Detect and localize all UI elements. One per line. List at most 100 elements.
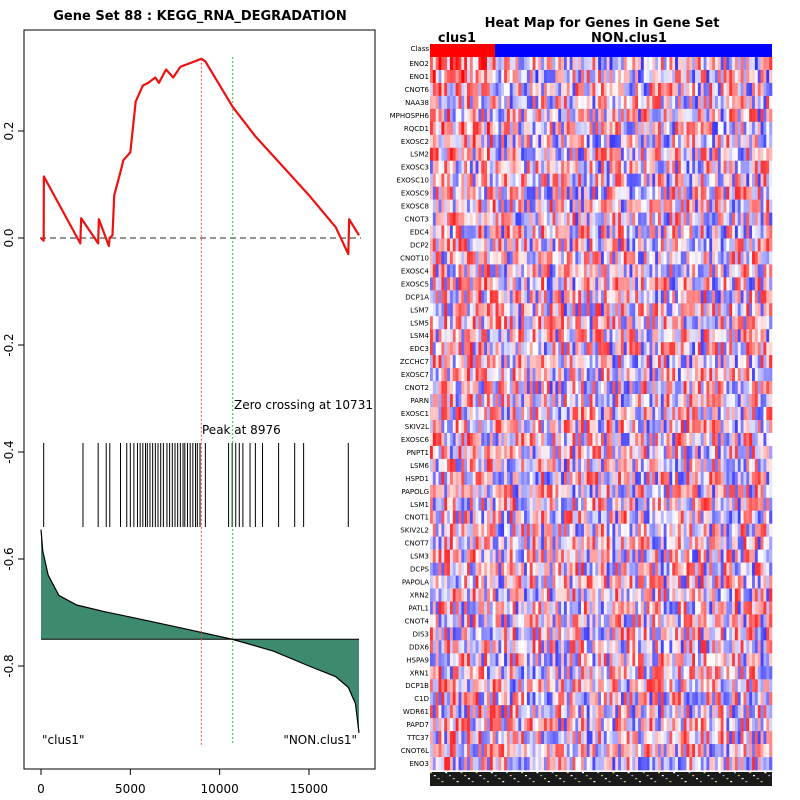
heatmap-cell [695, 445, 699, 460]
heatmap-cell [558, 484, 562, 499]
heatmap-cell [592, 57, 596, 71]
heatmap-cell [675, 368, 679, 382]
heatmap-cell [563, 238, 568, 252]
heatmap-cell [752, 316, 756, 330]
heatmap-cell [586, 95, 590, 110]
heatmap-cell [441, 445, 445, 460]
heatmap-cell [504, 368, 508, 382]
heatmap-cell [766, 160, 770, 174]
heatmap-cell [769, 394, 773, 408]
heatmap-cell [501, 108, 505, 123]
heatmap-cell [677, 147, 682, 162]
heatmap-cell [501, 303, 505, 317]
heatmap-cell [475, 147, 479, 162]
heatmap-cell [752, 199, 756, 213]
heatmap-cell [469, 536, 474, 550]
heatmap-cell [643, 290, 647, 304]
heatmap-cell [626, 342, 630, 356]
heatmap-cell [458, 173, 462, 187]
heatmap-cell [703, 147, 707, 162]
heatmap-cell [492, 121, 496, 136]
heatmap-cell [754, 523, 759, 537]
heatmap-cell [449, 381, 454, 395]
heatmap-cell [598, 419, 602, 434]
heatmap-cell [666, 368, 670, 382]
heatmap-cell [609, 342, 613, 356]
heatmap-cell [757, 264, 761, 278]
heatmap-cell [638, 368, 642, 382]
heatmap-cell [683, 342, 687, 356]
heatmap-cell [578, 173, 582, 187]
heatmap-cell [487, 264, 491, 278]
heatmap-cell [623, 445, 627, 460]
heatmap-cell [598, 536, 602, 550]
heatmap-cell [669, 147, 673, 162]
heatmap-cell [754, 173, 759, 187]
heatmap-cell [566, 147, 570, 162]
heatmap-cell [549, 95, 553, 110]
heatmap-cell [655, 471, 659, 486]
heatmap-cell [601, 108, 605, 123]
heatmap-cell [643, 186, 647, 200]
heatmap-cell [703, 342, 707, 356]
heatmap-cell [703, 381, 707, 395]
heatmap-cell [629, 108, 633, 123]
heatmap-cell [569, 549, 573, 563]
enrichment-score-curve [40, 57, 360, 256]
heatmap-cell [626, 510, 630, 524]
heatmap-cell [655, 394, 659, 408]
heatmap-cell [484, 549, 488, 563]
heatmap-cell [581, 381, 585, 395]
heatmap-cell [609, 549, 613, 563]
heatmap-cell [734, 562, 739, 576]
heatmap-cell [461, 329, 465, 343]
heatmap-cell [566, 212, 570, 226]
heatmap-cell [749, 186, 753, 200]
heatmap-cell [720, 57, 724, 71]
heatmap-cell [618, 394, 622, 408]
heatmap-cell [746, 381, 750, 395]
heatmap-cell [663, 394, 667, 408]
heatmap-cell [498, 277, 502, 291]
heatmap-cell [526, 225, 531, 239]
heatmap-cell [686, 523, 690, 537]
heatmap-cell [524, 108, 528, 123]
heatmap-cell [618, 471, 622, 486]
heatmap-cell [689, 342, 693, 356]
heatmap-cell [495, 134, 499, 149]
heatmap-cell [703, 199, 707, 213]
heatmap-cell [492, 82, 496, 97]
heatmap-cell [712, 82, 716, 97]
heatmap-cell [447, 329, 451, 343]
heatmap-cell [447, 549, 451, 563]
heatmap-cell [538, 510, 542, 524]
heatmap-cell [737, 108, 741, 123]
heatmap-cell [569, 355, 573, 369]
heatmap-cell [692, 277, 696, 291]
heatmap-cell [626, 82, 630, 97]
heatmap-cell [532, 173, 536, 187]
heatmap-cell [583, 458, 588, 473]
heatmap-cell [749, 225, 753, 239]
heatmap-cell [478, 445, 482, 460]
heatmap-cell [492, 303, 496, 317]
heatmap-cell [441, 251, 445, 265]
heatmap-cell [461, 95, 465, 110]
heatmap-cell [766, 251, 770, 265]
heatmap-cell [546, 536, 550, 550]
heatmap-cell [484, 394, 488, 408]
heatmap-cell [663, 108, 667, 123]
heatmap-cell [430, 173, 434, 187]
heatmap-cell [766, 407, 770, 421]
heatmap-cell [734, 368, 739, 382]
heatmap-cell [563, 186, 568, 200]
heatmap-cell [592, 329, 596, 343]
heatmap-cell [506, 95, 511, 110]
heatmap-cell [712, 355, 716, 369]
heatmap-cell [578, 290, 582, 304]
heatmap-cell [612, 368, 616, 382]
heatmap-cell [452, 523, 456, 537]
heatmap-cell [467, 303, 471, 317]
heatmap-cell [640, 381, 645, 395]
heatmap-cell [518, 225, 522, 239]
